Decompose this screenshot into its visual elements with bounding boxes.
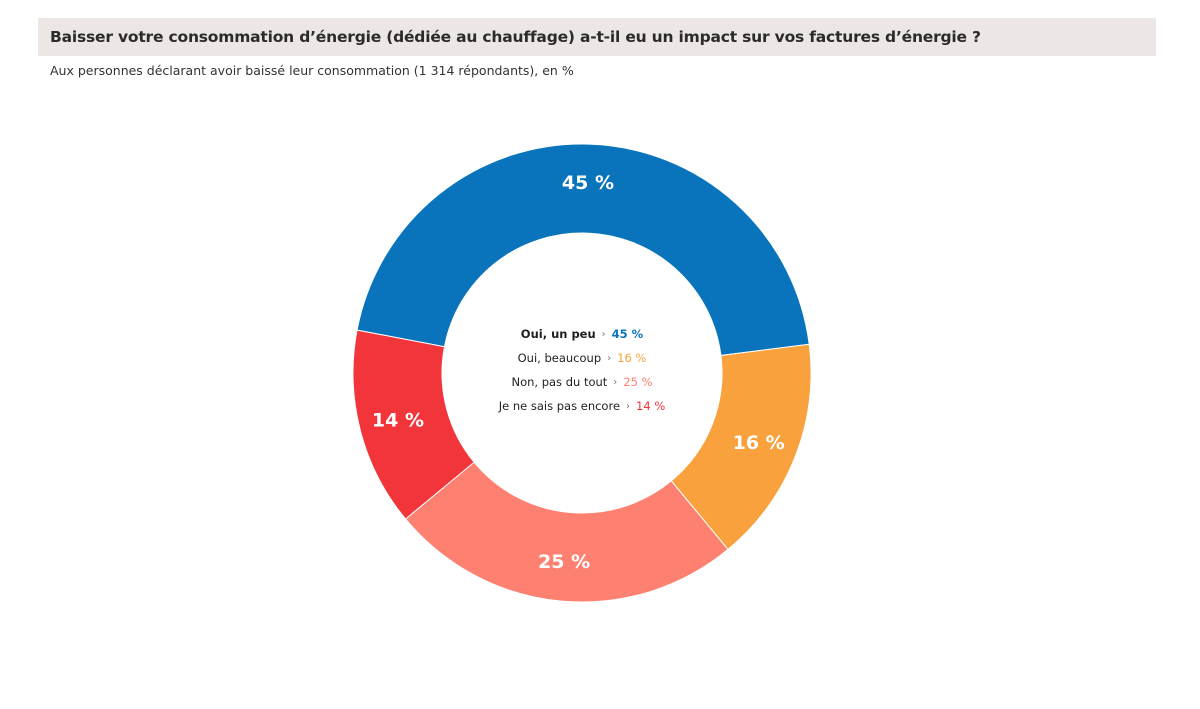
legend-separator: › — [602, 329, 606, 340]
donut-slice-4 — [352, 329, 475, 520]
legend-item-value: 16 % — [617, 351, 646, 365]
legend-item-label: Oui, un peu — [521, 327, 596, 341]
legend-item-value: 25 % — [623, 375, 652, 389]
legend-item-label: Oui, beaucoup — [518, 351, 602, 365]
legend-item-4: Je ne sais pas encore › 14 % — [498, 399, 666, 413]
slice-value-label-4: 14 % — [372, 409, 424, 431]
legend-separator: › — [613, 377, 617, 388]
slice-labels: 45 % 16 % 25 % 14 % — [372, 172, 785, 573]
legend-item-value: 45 % — [612, 327, 644, 341]
legend-separator: › — [607, 353, 611, 364]
legend-separator: › — [626, 401, 630, 412]
slice-value-label-2: 16 % — [733, 432, 785, 454]
chart-subtitle: Aux personnes déclarant avoir baissé leu… — [50, 63, 574, 78]
legend-item-label: Non, pas du tout — [511, 375, 607, 389]
chart-title: Baisser votre consommation d’énergie (dé… — [50, 28, 981, 46]
donut-slices — [352, 143, 812, 603]
center-legend: Oui, un peu › 45 %Oui, beaucoup › 16 %Non, p… — [498, 327, 666, 413]
slice-value-label-3: 25 % — [538, 551, 590, 573]
donut-slice-3 — [404, 461, 729, 603]
legend-item-label: Je ne sais pas encore — [498, 399, 620, 413]
slice-value-label-1: 45 % — [562, 172, 614, 194]
legend-item-2: Oui, beaucoup › 16 % — [518, 351, 647, 365]
legend-item-value: 14 % — [636, 399, 665, 413]
donut-slice-1 — [356, 143, 810, 357]
legend-item-1: Oui, un peu › 45 % — [521, 327, 644, 341]
title-bar: Baisser votre consommation d’énergie (dé… — [38, 18, 1156, 56]
legend-item-3: Non, pas du tout › 25 % — [511, 375, 652, 389]
